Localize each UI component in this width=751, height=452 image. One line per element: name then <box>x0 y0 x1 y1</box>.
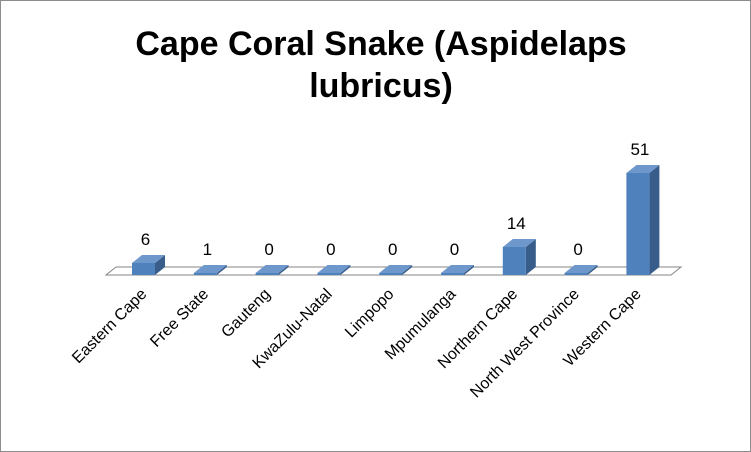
bar-side-4 <box>402 265 413 275</box>
bar-top-2 <box>255 265 289 273</box>
value-label-8: 51 <box>630 140 649 159</box>
bar-front-6 <box>502 247 526 275</box>
bar-top-1 <box>193 265 227 273</box>
bar-1 <box>193 265 227 275</box>
value-label-2: 0 <box>264 240 273 259</box>
value-label-6: 14 <box>507 214 526 233</box>
bar-8 <box>626 165 660 275</box>
bars-group <box>132 165 660 275</box>
bar-3 <box>317 265 351 275</box>
bar-top-4 <box>379 265 413 273</box>
bar-6 <box>502 239 536 275</box>
value-label-0: 6 <box>141 230 150 249</box>
category-label-2: Gauteng <box>218 286 273 341</box>
bar-front-8 <box>626 173 650 275</box>
bar-top-5 <box>441 265 474 273</box>
category-label-0: Eastern Cape <box>69 286 150 367</box>
bar-side-1 <box>216 265 227 275</box>
value-label-1: 1 <box>203 240 212 259</box>
bar-top-6 <box>502 239 536 247</box>
bar-top-8 <box>626 165 660 173</box>
bar-side-8 <box>649 165 660 275</box>
bar-side-0 <box>155 255 165 275</box>
bar-front-0 <box>132 263 155 275</box>
bar-5 <box>441 265 474 275</box>
bar-front-7 <box>564 273 588 275</box>
value-labels-group: 6 1 0 0 0 0 14 0 51 <box>141 140 650 259</box>
bar-front-4 <box>379 273 403 275</box>
bar-7 <box>564 265 598 275</box>
bar-side-3 <box>340 265 351 275</box>
category-label-7: North West Province <box>467 286 583 402</box>
value-label-3: 0 <box>326 240 335 259</box>
bar-front-1 <box>193 273 217 275</box>
value-label-5: 0 <box>450 240 459 259</box>
bar-side-5 <box>464 265 474 275</box>
bar-side-6 <box>525 239 536 275</box>
bar-0 <box>132 255 165 275</box>
bar-side-2 <box>278 265 289 275</box>
bar-front-3 <box>317 273 341 275</box>
category-label-1: Free State <box>147 286 212 351</box>
bar-4 <box>379 265 413 275</box>
bar-side-7 <box>587 265 598 275</box>
value-label-7: 0 <box>573 240 582 259</box>
bar-top-7 <box>564 265 598 273</box>
bar-front-5 <box>441 273 464 275</box>
chart-title: Cape Coral Snake (Aspidelaps lubricus) <box>135 25 627 105</box>
bar-top-3 <box>317 265 351 273</box>
value-label-4: 0 <box>388 240 397 259</box>
bar-front-2 <box>255 273 279 275</box>
bar-top-0 <box>132 255 165 263</box>
bar-2 <box>255 265 289 275</box>
category-label-4: Limpopo <box>342 286 397 341</box>
